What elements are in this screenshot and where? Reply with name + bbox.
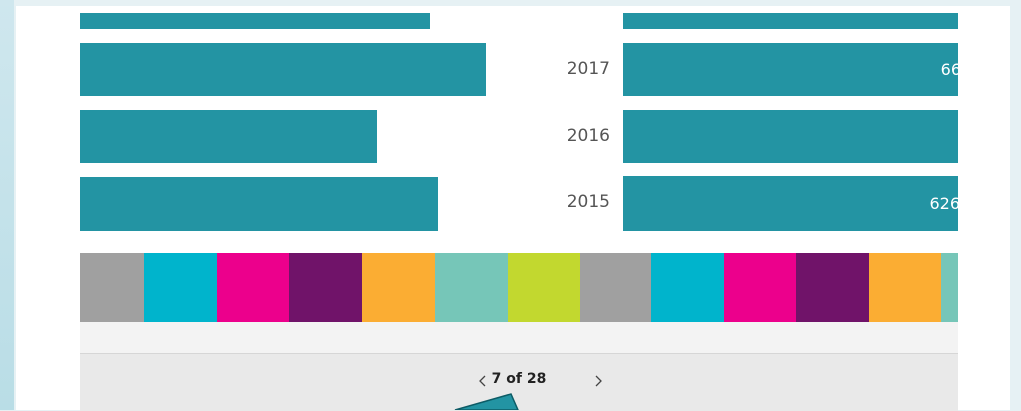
pager-icons bbox=[479, 375, 602, 387]
bar bbox=[80, 43, 486, 96]
bar bbox=[623, 13, 958, 29]
bar: 626 bbox=[623, 176, 958, 231]
side-strip bbox=[0, 0, 14, 410]
value-label: 66 bbox=[940, 60, 958, 79]
page-indicator: 7 of 28 bbox=[491, 371, 547, 387]
year-label: 2015 bbox=[566, 192, 610, 212]
bar bbox=[623, 110, 958, 163]
bar bbox=[80, 110, 377, 163]
bar bbox=[80, 13, 430, 29]
bar: 66 bbox=[623, 43, 958, 96]
bar bbox=[80, 177, 438, 231]
next-button[interactable] bbox=[595, 375, 602, 387]
pager: 7 of 28 bbox=[80, 353, 958, 411]
prev-button[interactable] bbox=[479, 375, 486, 387]
pointer-arrow bbox=[454, 393, 519, 410]
year-label: 2016 bbox=[566, 126, 610, 146]
scroll-area bbox=[80, 322, 958, 353]
year-label: 2017 bbox=[566, 59, 610, 79]
color-strip bbox=[80, 253, 958, 322]
value-label: 626 bbox=[929, 194, 958, 213]
